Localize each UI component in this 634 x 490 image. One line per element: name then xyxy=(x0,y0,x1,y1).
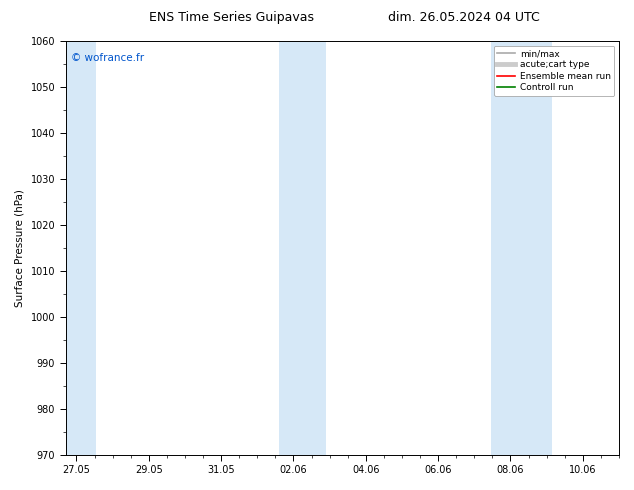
Text: © wofrance.fr: © wofrance.fr xyxy=(71,53,145,64)
Text: ENS Time Series Guipavas: ENS Time Series Guipavas xyxy=(149,11,314,24)
Bar xyxy=(65,41,96,455)
Bar xyxy=(279,41,326,455)
Text: dim. 26.05.2024 04 UTC: dim. 26.05.2024 04 UTC xyxy=(388,11,540,24)
Legend: min/max, acute;cart type, Ensemble mean run, Controll run: min/max, acute;cart type, Ensemble mean … xyxy=(494,46,614,96)
Bar xyxy=(491,41,552,455)
Y-axis label: Surface Pressure (hPa): Surface Pressure (hPa) xyxy=(15,189,25,307)
